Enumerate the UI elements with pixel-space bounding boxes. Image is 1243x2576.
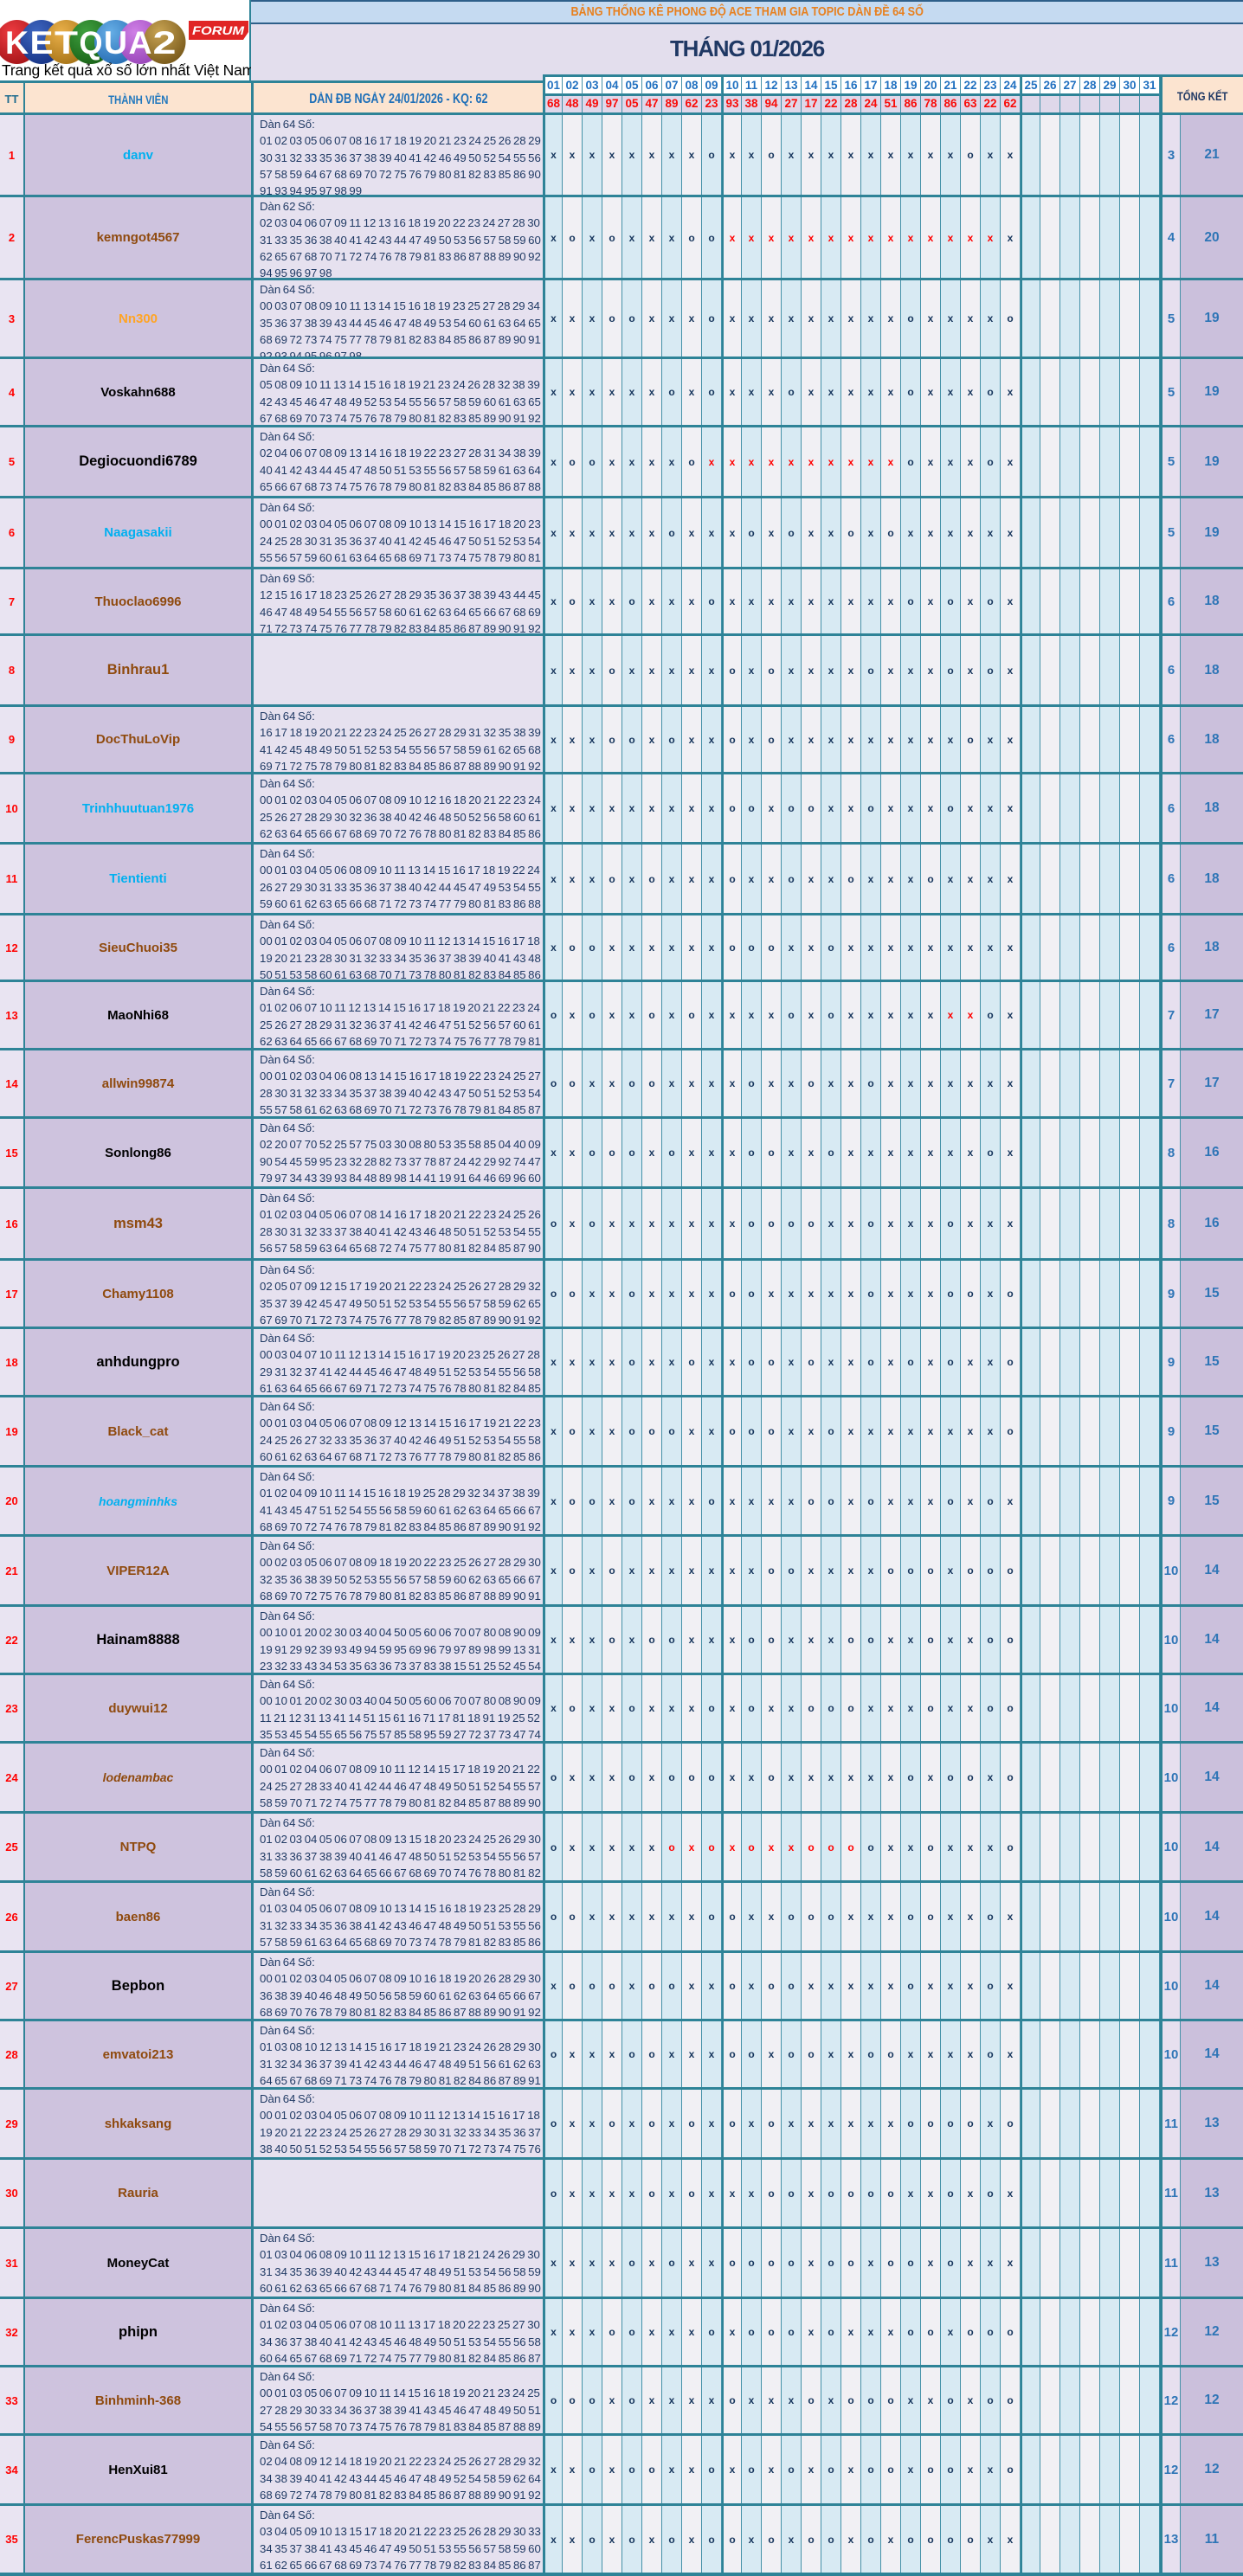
svg-text:FORUM: FORUM	[192, 24, 245, 37]
svg-text:U: U	[104, 25, 127, 61]
svg-text:2: 2	[153, 25, 177, 61]
svg-text:K: K	[5, 25, 29, 61]
svg-text:T: T	[55, 25, 78, 61]
svg-text:E: E	[30, 25, 54, 61]
svg-text:A: A	[129, 25, 152, 61]
svg-text:Q: Q	[80, 25, 103, 61]
